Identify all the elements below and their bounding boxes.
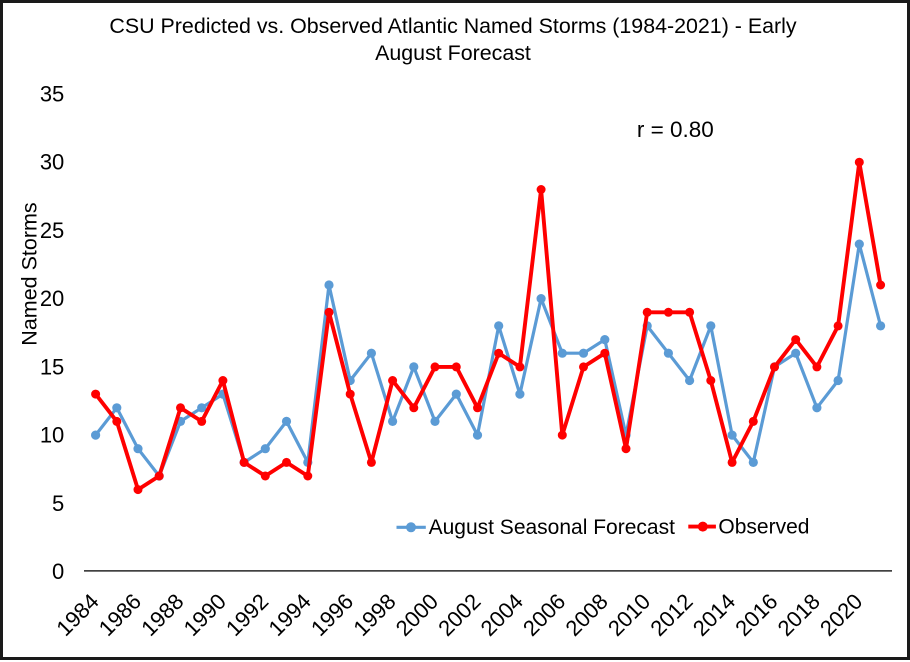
- svg-text:2006: 2006: [518, 589, 570, 641]
- svg-text:2008: 2008: [561, 589, 613, 641]
- svg-text:15: 15: [40, 354, 64, 379]
- svg-text:r = 0.80: r = 0.80: [637, 117, 714, 142]
- svg-text:0: 0: [52, 559, 64, 584]
- svg-text:CSU Predicted vs. Observed Atl: CSU Predicted vs. Observed Atlantic Name…: [109, 14, 796, 38]
- svg-text:1984: 1984: [51, 589, 103, 641]
- svg-text:Named Storms: Named Storms: [18, 202, 42, 345]
- svg-text:30: 30: [40, 150, 64, 175]
- svg-text:Observed: Observed: [718, 516, 809, 539]
- svg-text:2014: 2014: [688, 589, 740, 641]
- svg-text:2016: 2016: [730, 589, 782, 641]
- svg-text:1988: 1988: [136, 589, 188, 641]
- svg-text:2020: 2020: [815, 589, 867, 641]
- svg-text:August Forecast: August Forecast: [375, 41, 531, 65]
- svg-text:2002: 2002: [433, 589, 485, 641]
- svg-text:August Seasonal Forecast: August Seasonal Forecast: [429, 516, 675, 539]
- svg-text:2018: 2018: [773, 589, 825, 641]
- svg-text:2000: 2000: [391, 589, 443, 641]
- svg-text:1990: 1990: [179, 589, 231, 641]
- svg-text:35: 35: [40, 82, 64, 107]
- svg-text:1986: 1986: [94, 589, 146, 641]
- svg-text:2012: 2012: [645, 589, 697, 641]
- svg-text:20: 20: [40, 286, 64, 311]
- svg-text:5: 5: [52, 491, 64, 516]
- svg-text:1992: 1992: [221, 589, 273, 641]
- svg-text:1998: 1998: [348, 589, 400, 641]
- svg-text:2004: 2004: [476, 589, 528, 641]
- svg-text:25: 25: [40, 218, 64, 243]
- svg-text:2010: 2010: [603, 589, 655, 641]
- svg-text:1996: 1996: [306, 589, 358, 641]
- svg-text:10: 10: [40, 423, 64, 448]
- svg-text:1994: 1994: [264, 589, 316, 641]
